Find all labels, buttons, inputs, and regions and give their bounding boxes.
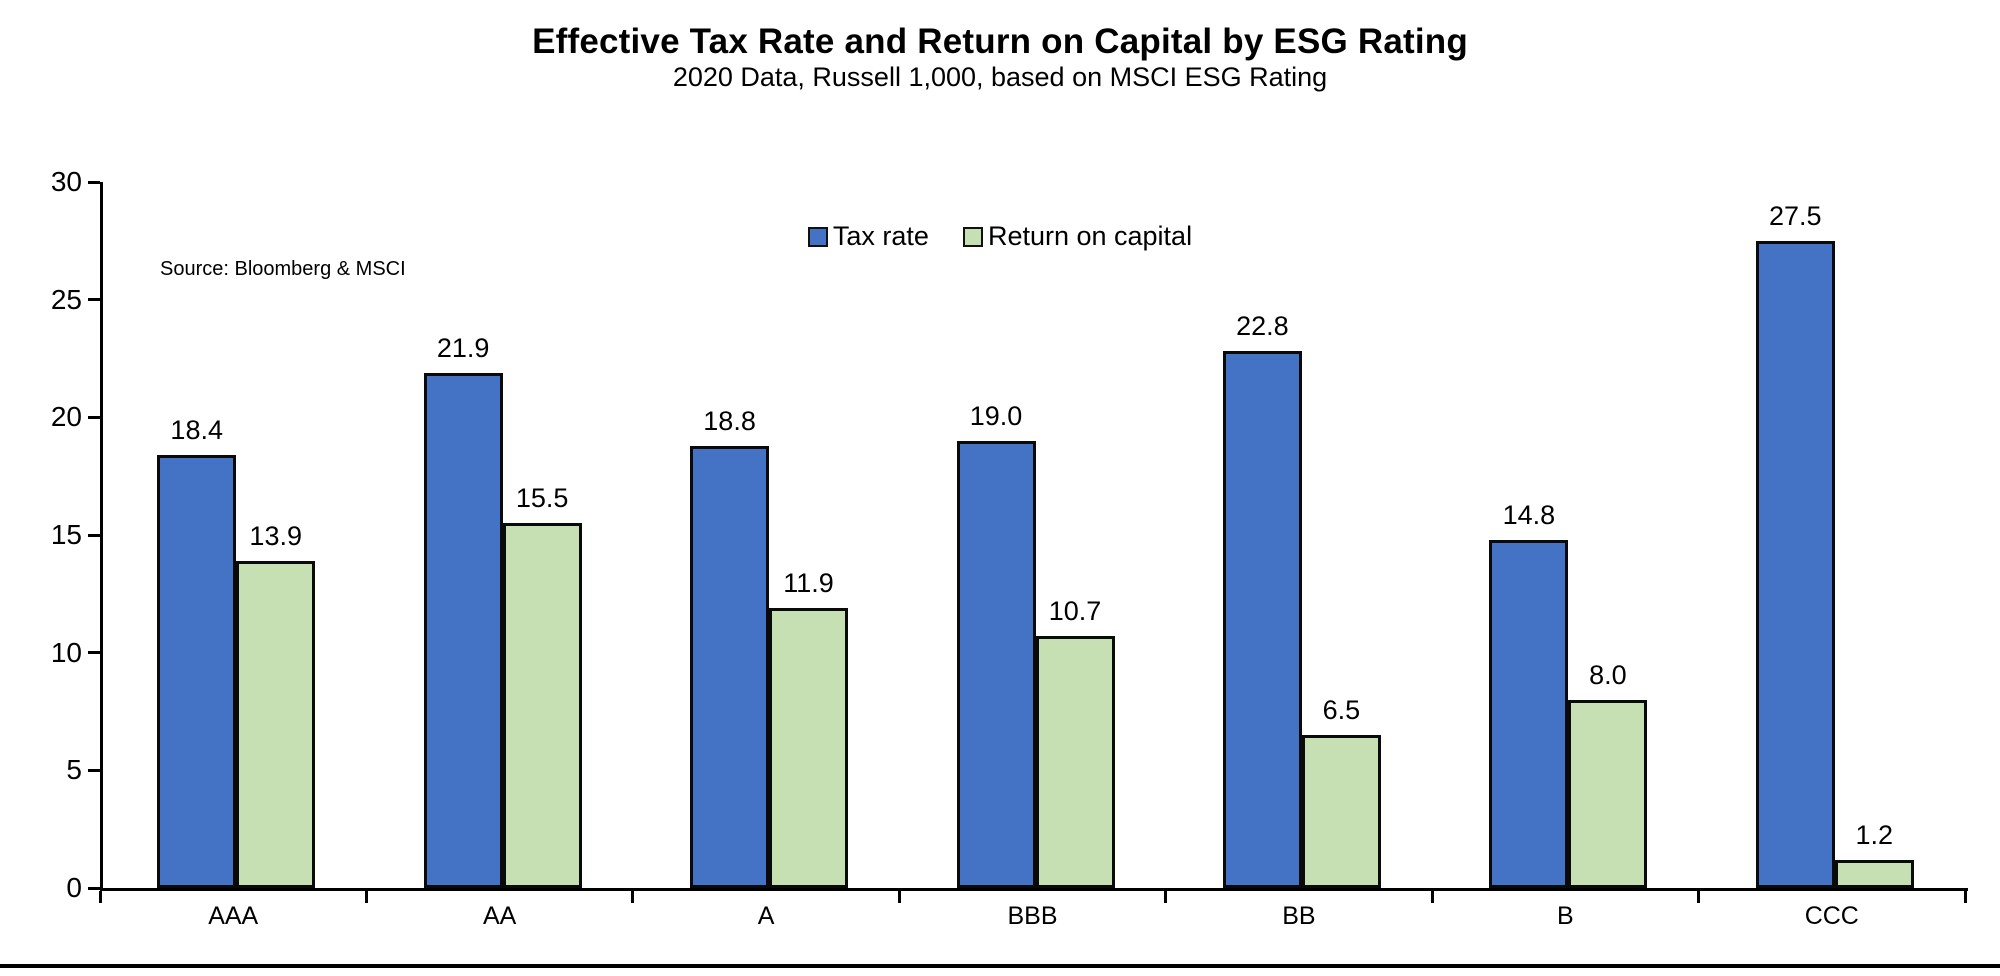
bar-value-label: 13.9: [249, 520, 302, 551]
legend-label: Tax rate: [832, 221, 929, 251]
legend-label: Return on capital: [987, 221, 1193, 251]
y-axis-tick-label: 15: [50, 519, 82, 550]
bar-return-on-capital-aa: [502, 523, 582, 888]
bar-tax-rate-bbb: [956, 440, 1036, 888]
y-axis-tick-label: 5: [66, 754, 82, 786]
x-axis-category-label: AA: [482, 902, 517, 930]
legend-item-tax-rate: Tax rate: [807, 221, 929, 252]
y-axis-tick-label: 10: [50, 636, 82, 668]
x-axis-tick-mark: [1963, 891, 1967, 903]
x-axis-category-label: BBB: [1007, 902, 1058, 930]
y-axis-tick-mark: [88, 768, 100, 772]
x-axis-tick-mark: [364, 891, 368, 903]
bar-value-label: 22.8: [1236, 311, 1289, 342]
legend-item-return-on-capital: Return on capital: [962, 221, 1193, 252]
bar-tax-rate-aa: [423, 372, 503, 888]
bar-tax-rate-aaa: [157, 455, 237, 888]
x-axis-tick-mark: [1164, 891, 1168, 903]
legend-marker: [807, 226, 828, 247]
bar-value-label: 15.5: [515, 483, 569, 514]
x-axis-category-label: CCC: [1804, 902, 1859, 930]
bar-value-label: 11.9: [783, 567, 834, 598]
x-axis-category-label: BB: [1282, 902, 1316, 930]
bar-tax-rate-bb: [1222, 351, 1302, 888]
chart-subtitle: 2020 Data, Russell 1,000, based on MSCI …: [672, 62, 1328, 92]
bar-value-label: 18.4: [170, 414, 223, 445]
bar-tax-rate-ccc: [1755, 240, 1835, 888]
x-axis-tick-mark: [98, 891, 102, 903]
legend-marker: [962, 226, 983, 247]
x-axis-tick-mark: [1430, 891, 1434, 903]
chart-legend: Tax rate Return on capital: [0, 221, 2000, 252]
bar-return-on-capital-aaa: [236, 560, 316, 888]
y-axis-tick-label: 0: [66, 872, 82, 903]
x-axis-tick-mark: [897, 891, 901, 903]
bar-return-on-capital-bbb: [1035, 636, 1115, 888]
y-axis-tick-label: 20: [50, 401, 82, 433]
bar-return-on-capital-a: [769, 607, 849, 888]
bar-value-label: 10.7: [1048, 596, 1102, 627]
bar-return-on-capital-bb: [1301, 735, 1381, 888]
y-axis-tick-mark: [88, 533, 100, 537]
y-axis-tick-mark: [88, 180, 100, 184]
y-axis-tick-label: 30: [50, 166, 82, 197]
bar-return-on-capital-b: [1568, 699, 1648, 888]
chart-title: Effective Tax Rate and Return on Capital…: [532, 22, 1468, 61]
y-axis-tick-mark: [88, 415, 100, 419]
x-axis-category-label: AAA: [208, 902, 259, 930]
x-axis-category-label: A: [757, 902, 775, 930]
bar-value-label: 19.0: [969, 400, 1023, 431]
y-axis-tick-label: 25: [50, 283, 82, 315]
bar-value-label: 8.0: [1589, 659, 1627, 690]
bar-value-label: 18.8: [703, 405, 756, 436]
bar-value-label: 1.2: [1855, 819, 1894, 850]
plot-area: 18.4 21.9 18.8 19.0 22.8 14.8 27.5 13.9 15.5 11.9…: [100, 182, 1968, 891]
y-axis-tick-mark: [88, 886, 100, 890]
x-axis-category-label: B: [1557, 902, 1574, 930]
bar-value-label: 6.5: [1322, 695, 1361, 726]
bar-value-label: 14.8: [1502, 499, 1556, 530]
source-note: Source: Bloomberg & MSCI: [160, 258, 406, 280]
bar-value-label: 21.9: [436, 332, 490, 363]
bar-tax-rate-a: [690, 445, 770, 888]
bar-return-on-capital-ccc: [1834, 859, 1914, 888]
bottom-divider: [0, 964, 2000, 968]
bar-value-label: 27.5: [1769, 200, 1822, 231]
y-axis-tick-mark: [88, 298, 100, 302]
y-axis-tick-mark: [88, 651, 100, 655]
x-axis-tick-mark: [631, 891, 635, 903]
bar-tax-rate-b: [1489, 539, 1569, 888]
x-axis-tick-mark: [1697, 891, 1701, 903]
